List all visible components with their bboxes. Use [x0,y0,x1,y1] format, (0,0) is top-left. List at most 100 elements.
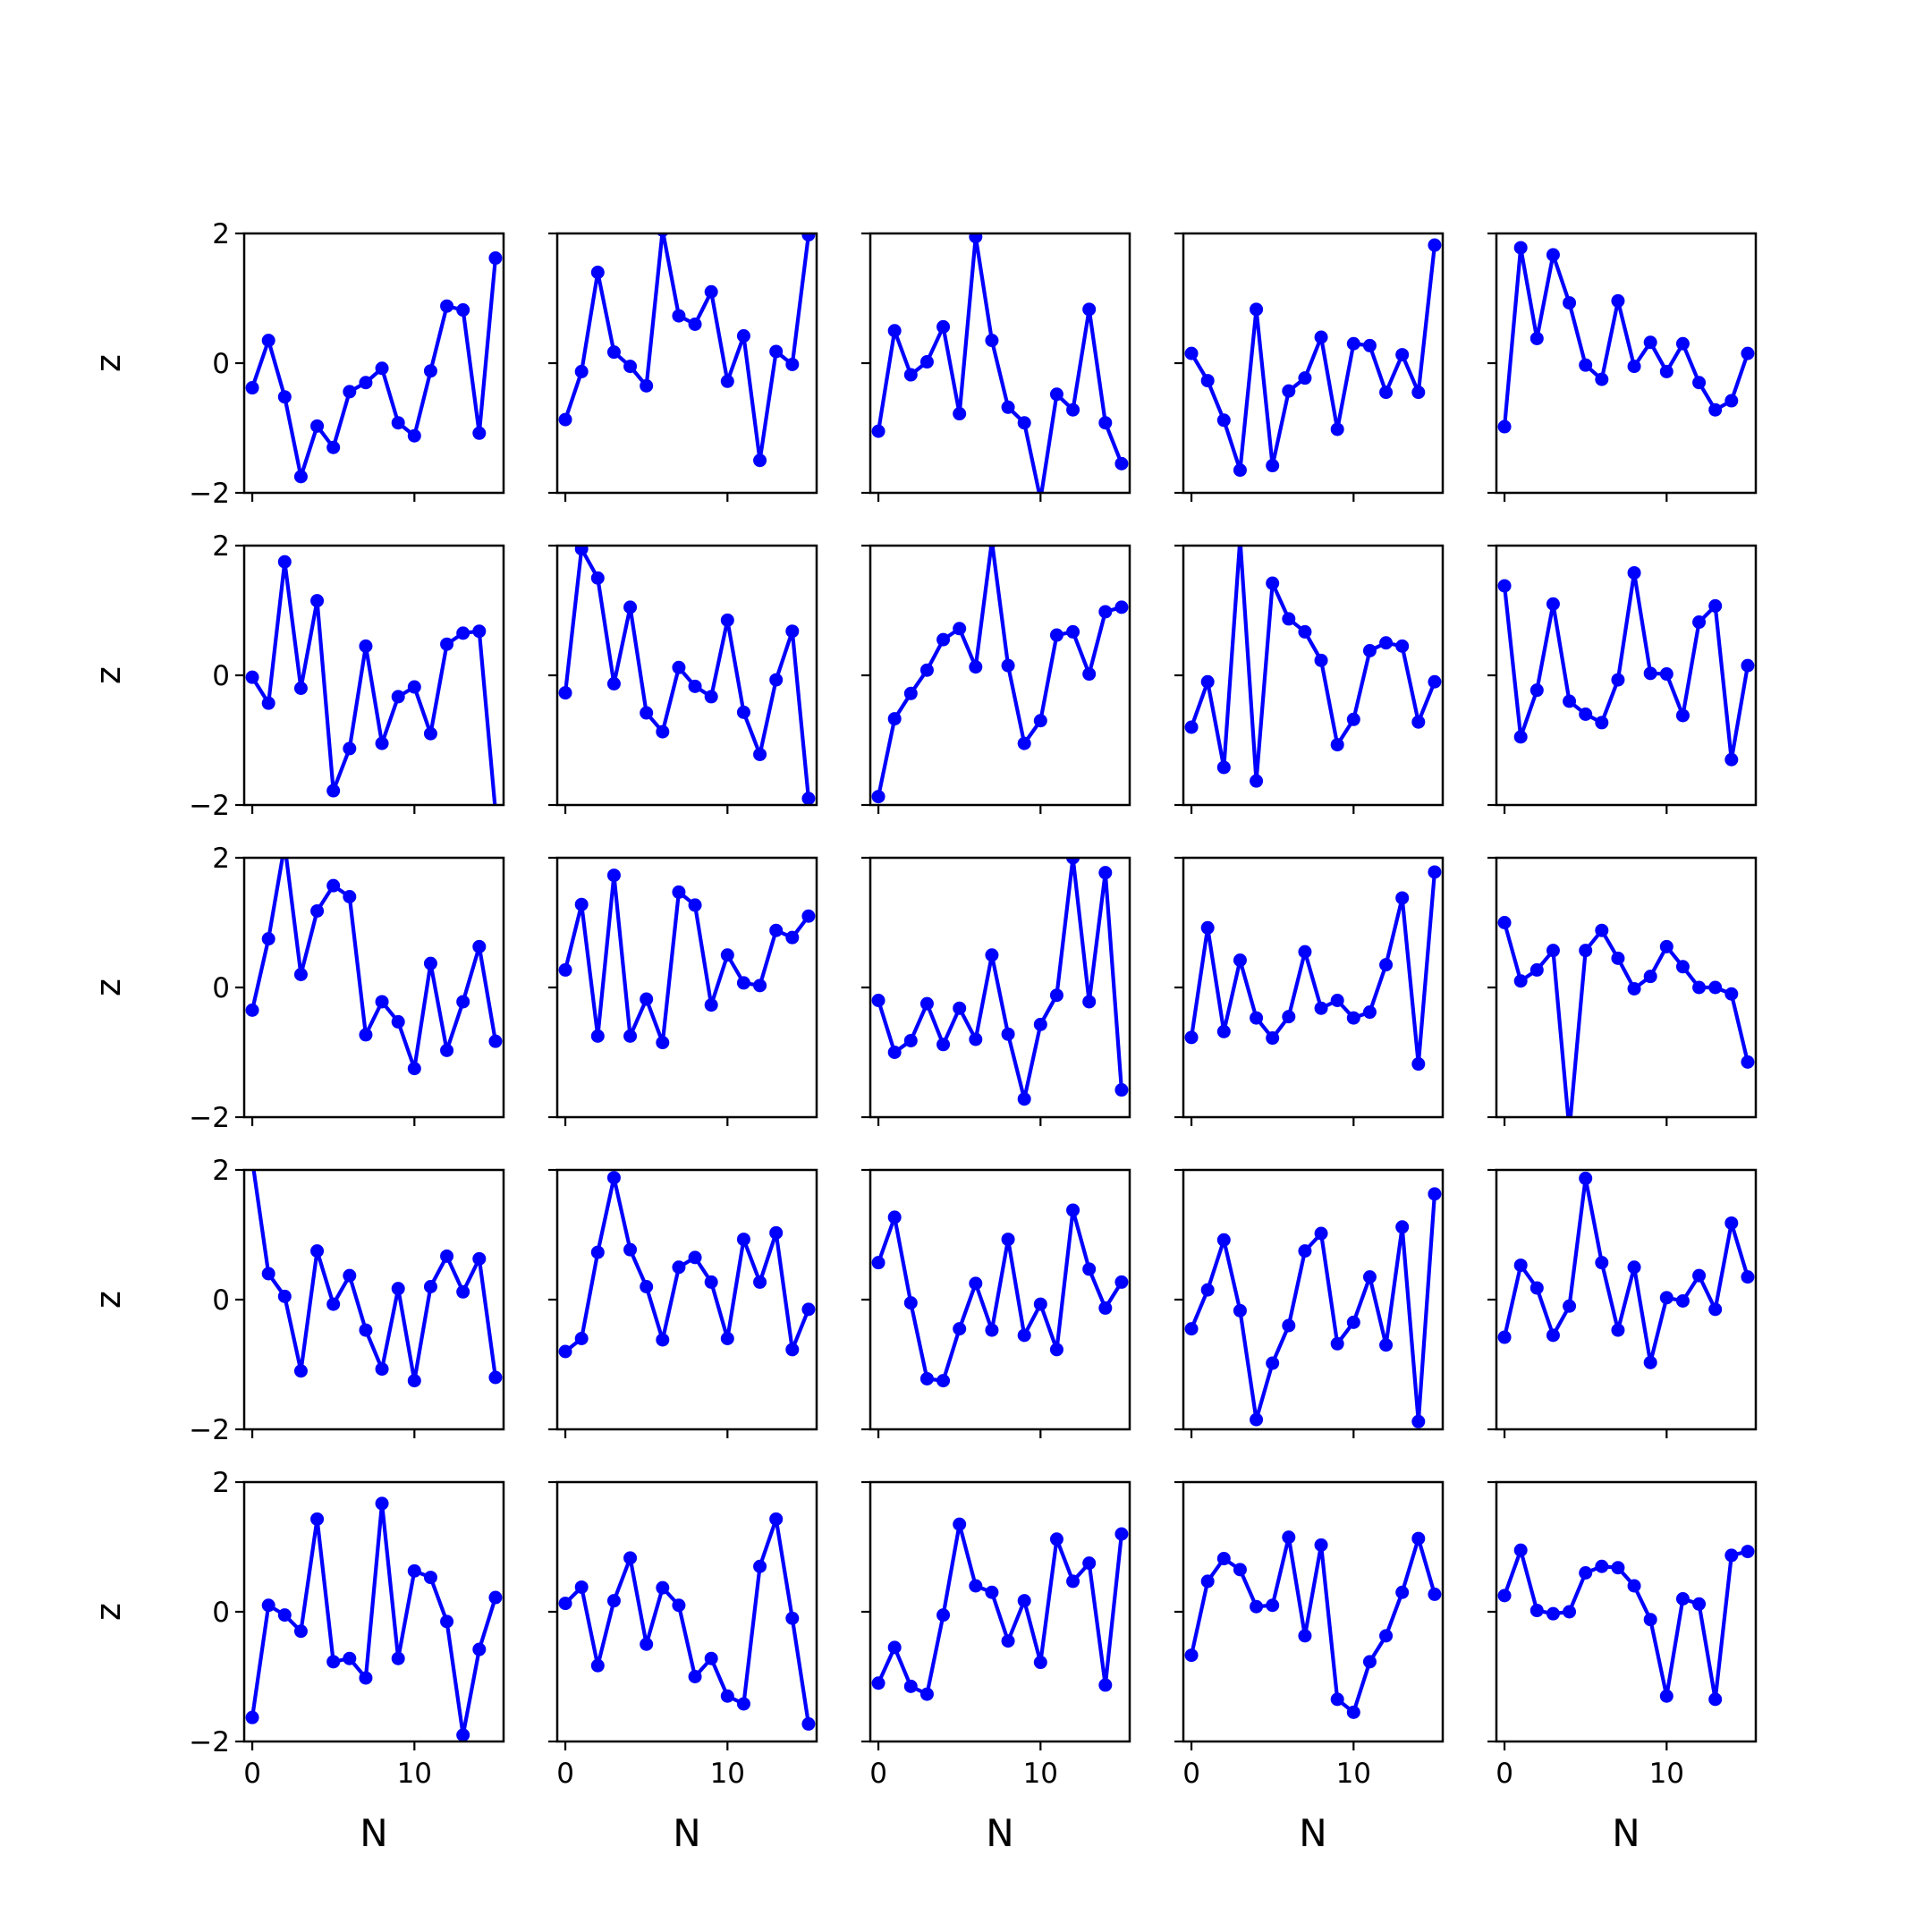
data-point [1200,1283,1215,1297]
data-point [640,1280,654,1293]
data-point [903,368,918,382]
data-point [785,1611,800,1625]
subplot-r1-c2 [548,232,818,502]
series-group [1497,1543,1755,1707]
data-point [1314,653,1328,667]
data-point [1579,1171,1593,1185]
series-group [245,251,503,484]
series-group [1497,1171,1755,1369]
data-point [1001,1233,1015,1247]
data-point [1708,402,1723,417]
series-group [1184,238,1442,478]
data-point [1530,962,1544,977]
data-point [1627,565,1641,580]
data-point [871,790,886,804]
data-point [606,1594,621,1608]
data-point [1238,546,1242,547]
series-line [1189,546,1437,784]
data-point [887,324,902,338]
data-point [558,412,572,427]
data-point [769,1512,784,1526]
data-point [688,318,702,331]
data-point [785,1343,800,1357]
data-point [1298,371,1312,386]
data-point [936,1374,951,1388]
series-line [563,873,811,1045]
data-point [785,930,800,945]
data-point [953,1001,967,1015]
data-point [1411,1414,1426,1428]
data-point [261,1598,275,1613]
data-point [969,660,983,674]
data-point [277,1608,292,1623]
subplot-r3-c5 [1487,856,1758,1126]
data-point [1428,1187,1442,1201]
data-point [1530,331,1544,345]
data-point [1298,1244,1312,1258]
data-point [1346,1705,1360,1719]
data-point [1546,1328,1560,1343]
data-point [769,1225,784,1240]
data-point [919,1687,934,1701]
data-point [1611,673,1625,687]
data-point [1379,386,1394,400]
data-point [1017,736,1031,750]
data-point [1314,1538,1328,1552]
data-point [277,555,292,569]
series-group [1184,1530,1442,1719]
x-tick-label: 0 [1496,1758,1513,1790]
data-point [391,1282,405,1296]
data-point [1001,1634,1015,1648]
data-point [1216,1233,1231,1247]
data-point [440,299,454,313]
data-point [1546,597,1560,611]
data-point [1708,1302,1723,1317]
data-point [277,1289,292,1303]
data-point [1611,1323,1625,1337]
data-point [1611,1561,1625,1575]
data-point [1066,402,1080,417]
series-group [1184,865,1442,1072]
data-point [656,1580,670,1595]
data-point [558,686,572,700]
data-point [1298,624,1312,639]
data-point [969,1276,983,1291]
subplot-r2-c4 [1174,544,1445,814]
y-tick-label: 2 [212,843,230,875]
data-point [657,233,669,237]
data-point [1250,1412,1264,1427]
data-point [1692,376,1707,390]
data-point [293,682,308,695]
series-group [245,1496,503,1741]
axes-frame [242,232,505,495]
data-point [1428,1587,1442,1601]
data-point [640,378,654,393]
series-line [1189,1535,1437,1715]
data-point [903,1033,918,1047]
data-point [1675,1592,1690,1606]
data-point [423,364,437,378]
data-point [736,329,750,343]
axes-frame [1182,1480,1445,1743]
data-point [310,594,325,608]
data-point [1741,658,1755,673]
data-point [1314,1226,1328,1241]
series-line [563,1175,811,1354]
subplot-r5-c5: 0 10 N [1487,1480,1758,1855]
data-point [574,546,589,556]
data-point [720,948,734,962]
x-axis-label: N [1612,1811,1640,1855]
data-point [1017,416,1031,430]
data-point [736,705,750,719]
data-point [293,470,308,484]
series-line [251,1170,498,1383]
y-tick-label: 0 [212,348,230,380]
data-point [1579,1566,1593,1580]
data-point [936,319,951,334]
data-point [1098,1678,1113,1692]
data-point [488,1034,503,1048]
data-point [672,309,686,323]
x-axis-label: N [1299,1811,1326,1855]
data-point [1411,386,1426,400]
data-point [1216,1552,1231,1566]
